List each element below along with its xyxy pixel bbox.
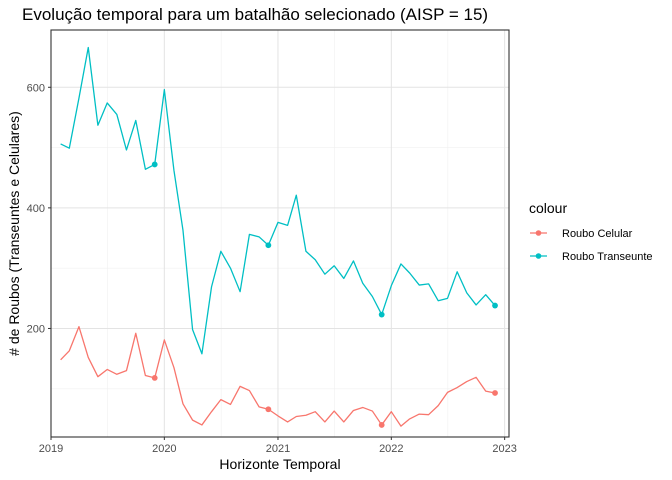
legend: colour Roubo Celular Roubo Transeunte <box>529 200 653 263</box>
y-tick-label: 600 <box>27 82 45 94</box>
data-point-roubo-celular <box>265 406 272 413</box>
series-layer <box>60 46 498 428</box>
series-line-roubo-transeunte <box>60 46 496 355</box>
x-axis-title: Horizonte Temporal <box>219 456 340 472</box>
plot-panel <box>50 29 510 438</box>
data-point-roubo-transeunte <box>151 161 158 168</box>
data-point-roubo-transeunte <box>492 302 498 309</box>
grid-lines <box>50 30 509 437</box>
x-axis: 2019 2020 2021 2022 2023 <box>39 437 517 455</box>
x-tick-label: 2020 <box>152 443 176 455</box>
data-point-roubo-celular <box>492 390 498 396</box>
chart-title: Evolução temporal para um batalhão selec… <box>22 5 488 24</box>
y-axis-title: # de Roubos (Transeuntes e Celulares) <box>6 111 22 356</box>
series-line-roubo-celular <box>60 326 496 427</box>
legend-marker-roubo-transeunte <box>535 253 542 259</box>
legend-label-roubo-celular: Roubo Celular <box>562 228 633 240</box>
data-point-roubo-transeunte <box>378 311 385 318</box>
legend-marker-roubo-celular <box>535 230 542 236</box>
y-axis: 200 400 600 <box>27 82 51 335</box>
legend-entry-roubo-celular: Roubo Celular <box>530 228 633 240</box>
legend-entry-roubo-transeunte: Roubo Transeunte <box>530 251 653 263</box>
x-tick-label: 2022 <box>379 443 403 455</box>
x-tick-label: 2023 <box>492 443 516 455</box>
data-point-roubo-transeunte <box>265 242 272 249</box>
data-point-roubo-celular <box>378 422 385 428</box>
legend-title: colour <box>529 200 567 216</box>
x-tick-label: 2019 <box>39 443 63 455</box>
legend-label-roubo-transeunte: Roubo Transeunte <box>562 251 653 263</box>
x-tick-label: 2021 <box>266 443 290 455</box>
y-tick-label: 200 <box>27 323 45 335</box>
data-point-roubo-celular <box>151 375 158 381</box>
y-tick-label: 400 <box>27 203 45 215</box>
